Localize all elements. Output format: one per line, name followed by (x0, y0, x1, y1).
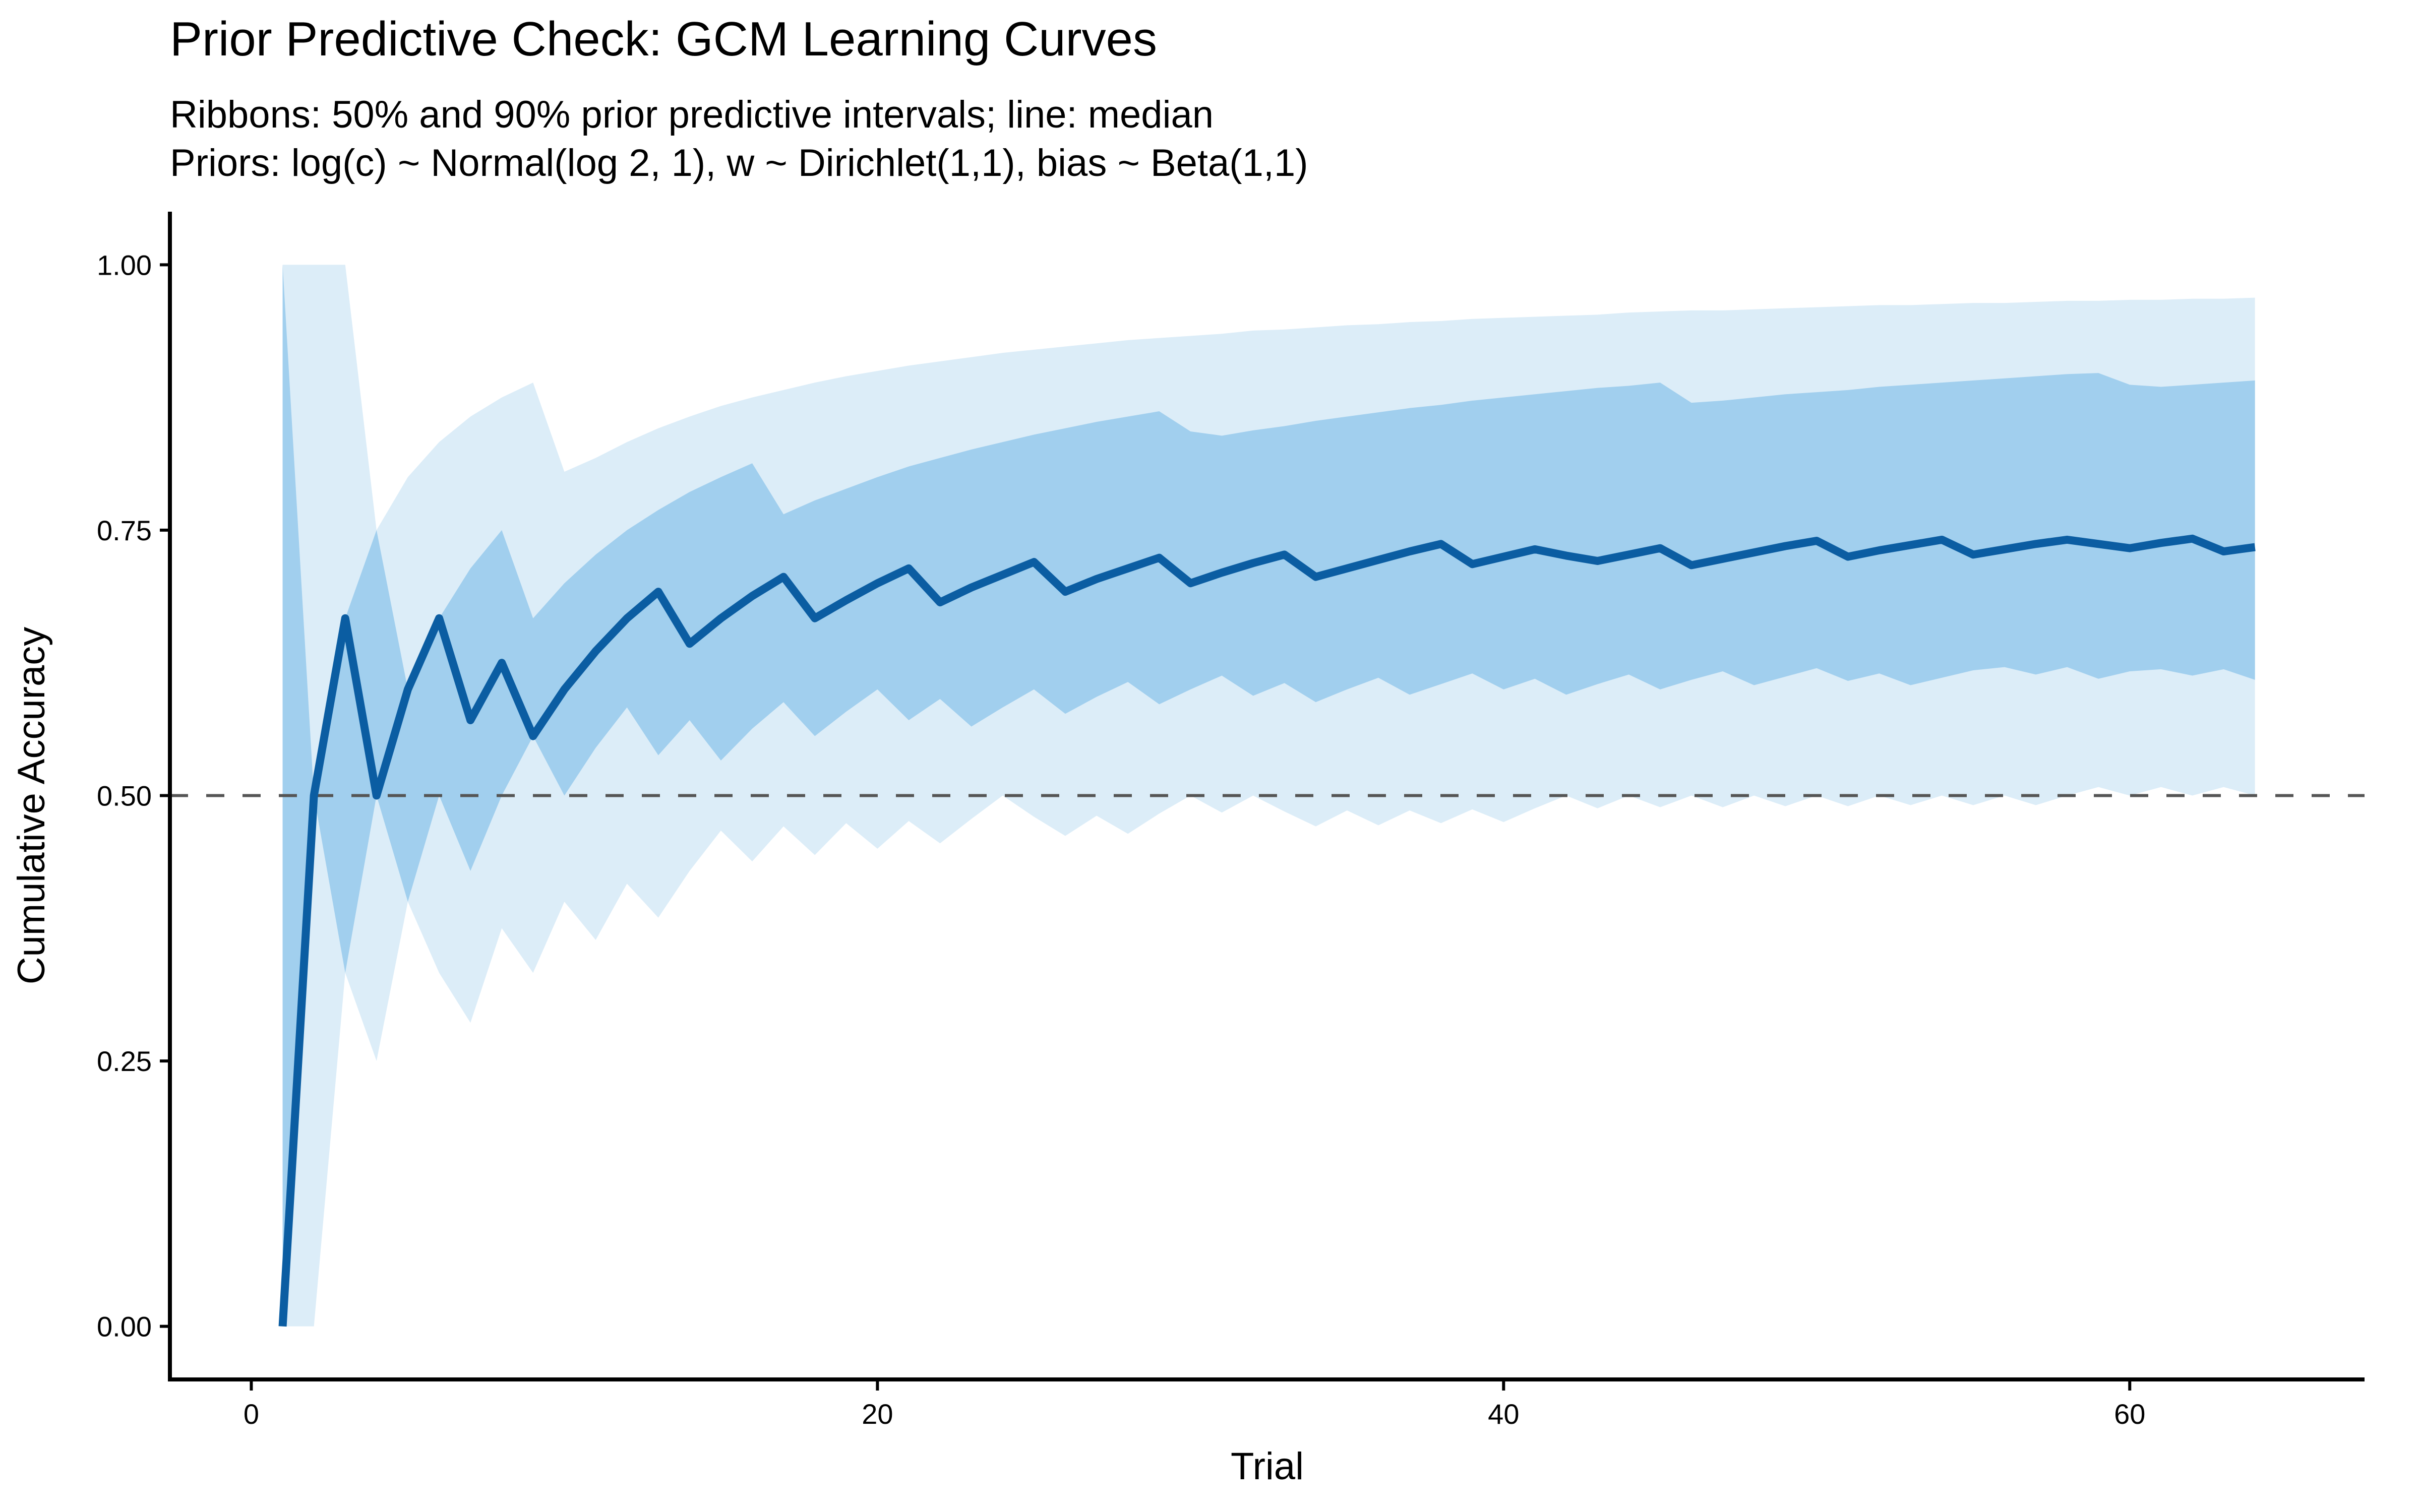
y-axis-title: Cumulative Accuracy (10, 627, 53, 985)
y-tick-label: 0.50 (97, 780, 152, 812)
y-tick-label: 0.25 (97, 1045, 152, 1077)
x-tick-label: 40 (1488, 1398, 1519, 1430)
x-tick-label: 0 (244, 1398, 259, 1430)
chart-subtitle-line-1: Ribbons: 50% and 90% prior predictive in… (170, 93, 1214, 136)
y-tick-label: 1.00 (97, 249, 152, 281)
y-axis-ticks: 0.00 0.25 0.50 0.75 1.00 (97, 249, 170, 1343)
chart-title: Prior Predictive Check: GCM Learning Cur… (170, 12, 1158, 66)
x-tick-label: 20 (862, 1398, 893, 1430)
x-tick-label: 60 (2114, 1398, 2145, 1430)
median-points (282, 538, 2255, 1327)
x-axis-title: Trial (1231, 1445, 1304, 1488)
x-axis-ticks: 0 20 40 60 (244, 1379, 2145, 1430)
median-line (278, 534, 2256, 1327)
ribbon-50-percent (282, 265, 2255, 1327)
y-tick-label: 0.75 (97, 515, 152, 546)
y-tick-label: 0.00 (97, 1311, 152, 1343)
chart-subtitle-line-2: Priors: log(c) ~ Normal(log 2, 1), w ~ D… (170, 142, 1308, 184)
